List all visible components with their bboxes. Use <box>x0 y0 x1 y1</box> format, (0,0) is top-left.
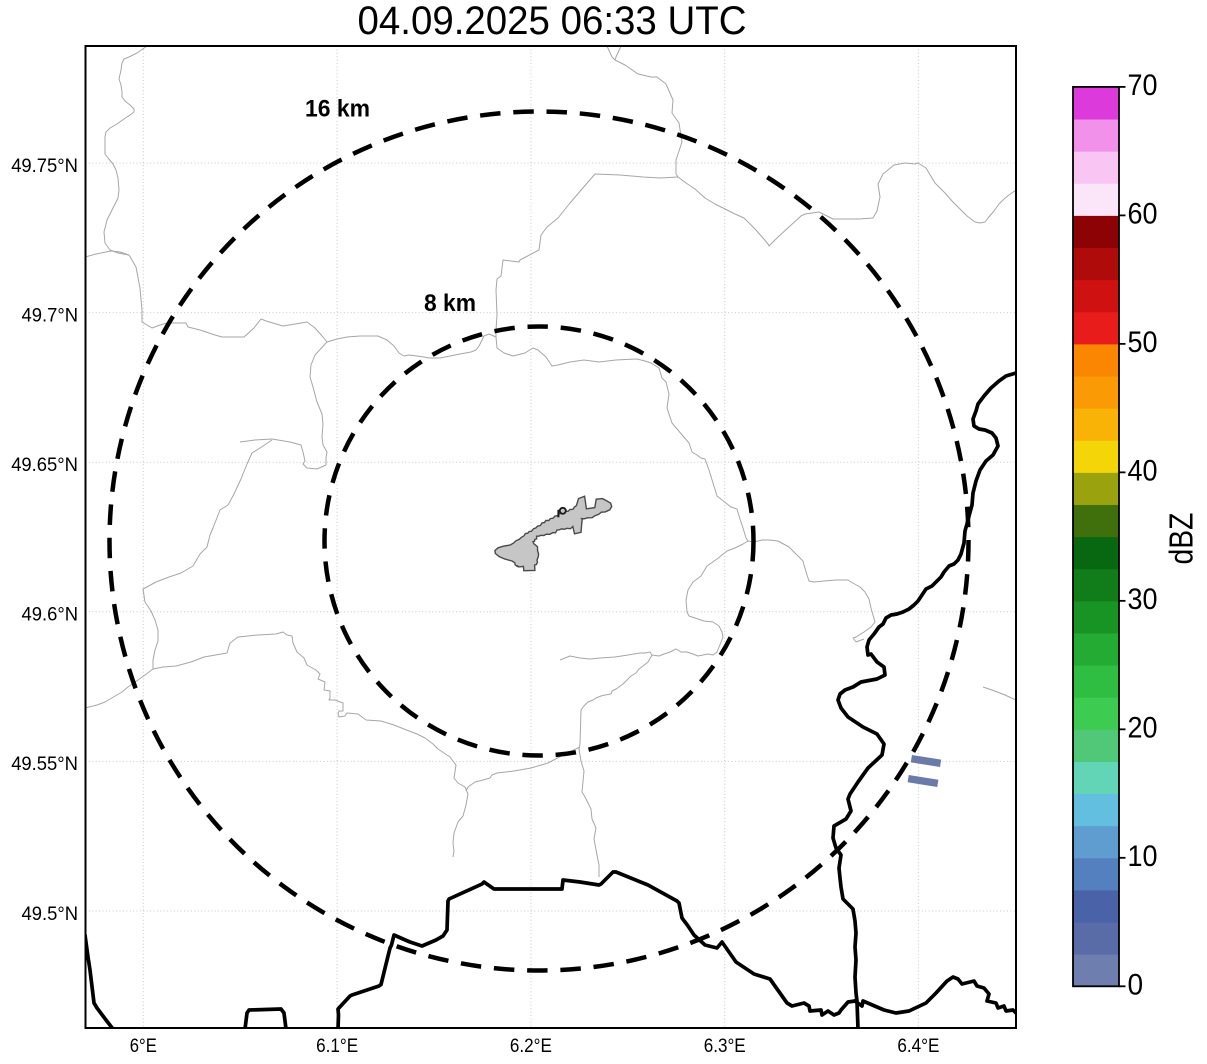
svg-text:6.2°E: 6.2°E <box>510 1035 552 1057</box>
svg-text:50: 50 <box>1128 326 1158 359</box>
svg-text:16 km: 16 km <box>305 95 370 122</box>
svg-text:40: 40 <box>1128 454 1158 487</box>
svg-text:6.1°E: 6.1°E <box>316 1035 358 1057</box>
svg-text:30: 30 <box>1128 583 1158 616</box>
svg-text:49.6°N: 49.6°N <box>22 604 79 626</box>
svg-text:49.55°N: 49.55°N <box>11 753 78 775</box>
svg-text:49.5°N: 49.5°N <box>22 903 79 925</box>
svg-text:49.65°N: 49.65°N <box>11 454 78 476</box>
svg-text:6°E: 6°E <box>130 1035 157 1057</box>
svg-text:49.75°N: 49.75°N <box>11 155 78 177</box>
svg-text:70: 70 <box>1128 69 1158 102</box>
svg-text:0: 0 <box>1128 968 1144 1001</box>
svg-text:20: 20 <box>1128 711 1158 744</box>
svg-text:49.7°N: 49.7°N <box>22 304 79 326</box>
svg-text:04.09.2025 06:33 UTC: 04.09.2025 06:33 UTC <box>358 0 747 43</box>
svg-text:6.3°E: 6.3°E <box>704 1035 746 1057</box>
svg-text:60: 60 <box>1128 197 1158 230</box>
svg-text:8 km: 8 km <box>424 290 476 317</box>
svg-text:dBZ: dBZ <box>1163 513 1200 565</box>
svg-text:10: 10 <box>1128 840 1158 873</box>
svg-text:6.4°E: 6.4°E <box>897 1035 939 1057</box>
